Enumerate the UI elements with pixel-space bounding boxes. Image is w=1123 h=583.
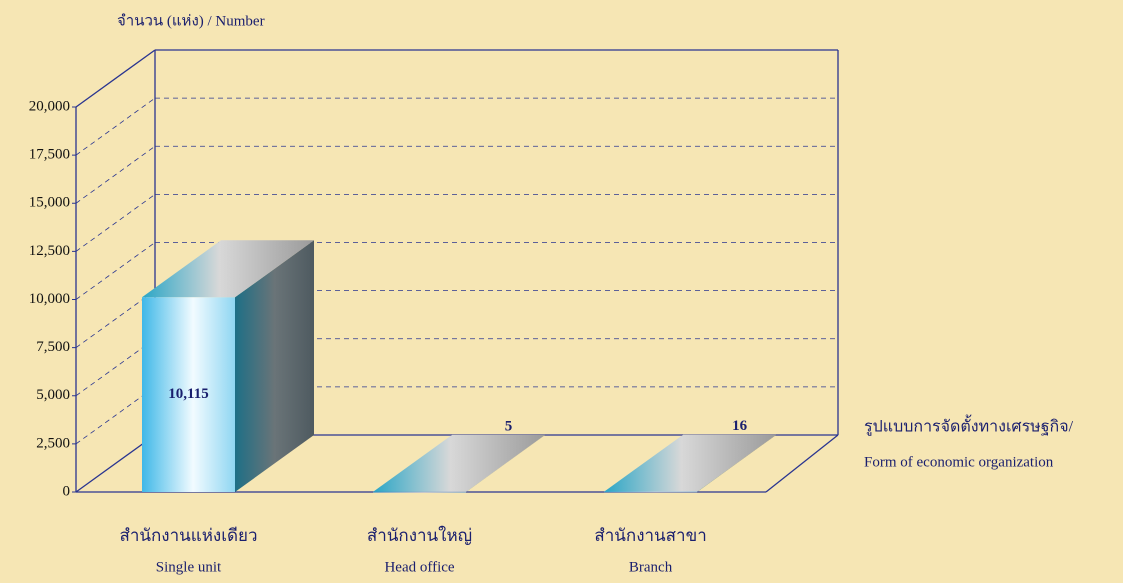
y-tick-label: 17,500 xyxy=(29,147,70,163)
x-axis-label: รูปแบบการจัดตั้งทางเศรษฐกิจ/ xyxy=(864,415,1074,437)
data-label: 16 xyxy=(732,418,748,434)
data-label: 10,115 xyxy=(168,386,208,402)
bar xyxy=(604,491,698,493)
bar-top xyxy=(142,240,314,298)
bar-side xyxy=(697,434,777,492)
x-tick-label: Branch xyxy=(629,559,673,575)
y-tick-label: 10,000 xyxy=(29,291,70,307)
x-tick-label: สำนักงานแห่งเดียว xyxy=(119,526,257,545)
bar-top xyxy=(373,434,546,492)
bar xyxy=(142,297,235,492)
x-tick-label: สำนักงานใหญ่ xyxy=(367,525,472,545)
y-tick-label: 12,500 xyxy=(29,243,70,259)
grid-line xyxy=(75,338,156,397)
grid-line xyxy=(75,290,156,348)
x-axis-label: Form of economic organization xyxy=(864,454,1054,470)
y-tick-label: 20,000 xyxy=(29,98,70,114)
grid-line xyxy=(75,386,156,445)
data-label: 5 xyxy=(505,418,513,434)
grid-line xyxy=(75,49,156,108)
bar-top xyxy=(604,434,777,492)
grid-line xyxy=(75,145,156,204)
grid-line xyxy=(75,242,156,300)
bar xyxy=(373,491,467,493)
grid-line xyxy=(75,97,156,156)
y-tick-label: 2,500 xyxy=(36,435,70,451)
x-tick-label: Head office xyxy=(384,559,454,575)
x-tick-label: สำนักงานสาขา xyxy=(594,526,706,545)
y-axis-label: จำนวน (แห่ง) / Number xyxy=(117,12,265,29)
y-tick-label: 5,000 xyxy=(36,387,70,403)
y-tick-label: 7,500 xyxy=(36,339,70,355)
x-tick-label: Single unit xyxy=(156,559,222,575)
y-tick-label: 0 xyxy=(63,483,71,499)
bar-side xyxy=(466,434,546,492)
bar-side xyxy=(235,240,314,492)
grid-line xyxy=(75,194,156,252)
y-tick-label: 15,000 xyxy=(29,195,70,211)
